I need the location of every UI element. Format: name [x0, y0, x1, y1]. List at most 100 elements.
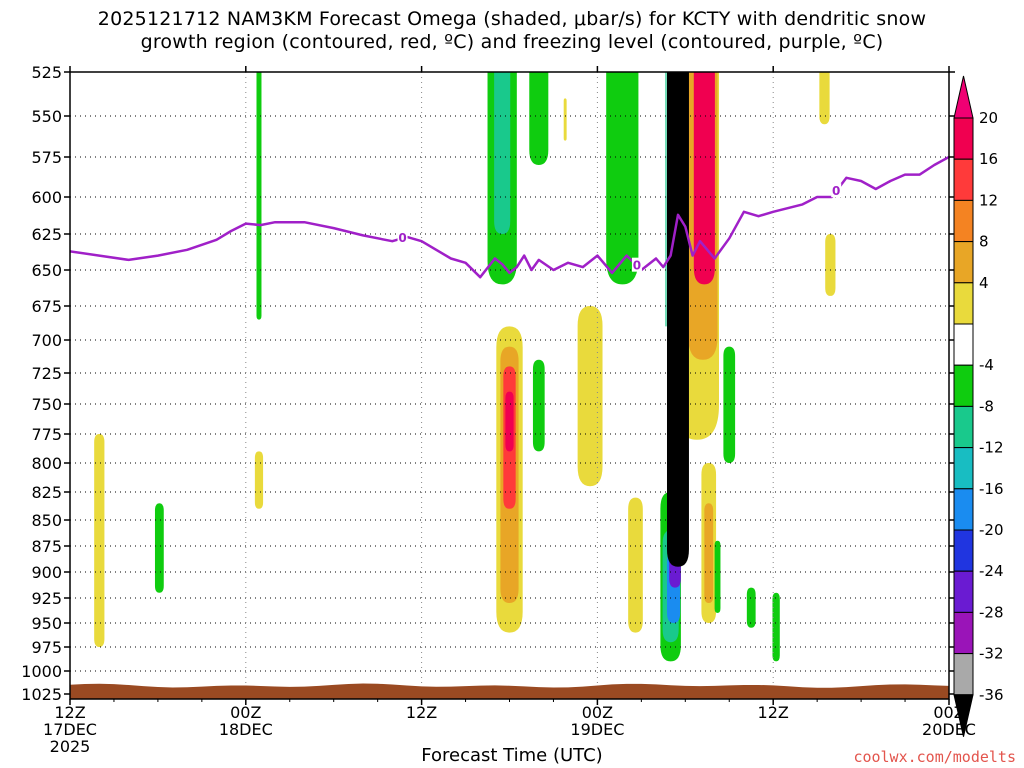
omega-region-yellow-1212z: [94, 434, 105, 647]
y-tick-label: 700: [31, 331, 62, 350]
colorbar-bin: [953, 570, 974, 613]
omega-region-green-1909z: [723, 346, 736, 463]
x-tick-label: 2025: [50, 737, 91, 756]
x-tick-label: 18DEC: [219, 720, 273, 739]
x-tick-label: 12Z: [54, 703, 85, 722]
colorbar-label: 8: [979, 233, 989, 251]
y-tick-label: 600: [31, 188, 62, 207]
omega-region-green-1908z-low: [714, 540, 721, 613]
omega-region-yellow-1913z-up: [819, 72, 830, 125]
colorbar-label: 12: [979, 191, 998, 209]
y-tick-label: 675: [31, 297, 62, 316]
colorbar-label: -12: [979, 439, 1004, 457]
colorbar-label: -28: [979, 603, 1004, 621]
colorbar-top-arrow: [953, 75, 974, 119]
colorbar-bin: [953, 199, 974, 243]
y-tick-label: 525: [31, 63, 62, 82]
omega-region-magenta-1818z-lower: [505, 391, 514, 452]
chart-title-line2: growth region (contoured, red, ºC) and f…: [140, 31, 884, 53]
omega-region-orange-1908z-lower: [704, 503, 714, 603]
colorbar-bin: [953, 241, 974, 284]
colorbar-label: -20: [979, 521, 1004, 539]
colorbar-bottom-arrow: [953, 694, 974, 737]
omega-shading-layer: [94, 72, 836, 662]
colorbar-bin: [953, 323, 974, 366]
y-tick-label: 925: [31, 589, 62, 608]
x-tick-label: 00Z: [230, 703, 261, 722]
x-tick-label: 20DEC: [922, 720, 976, 739]
omega-region-yellow-1900z: [577, 306, 603, 487]
omega-region-teal-1818z-upper: [494, 72, 511, 234]
omega-region-green-1912z: [772, 592, 780, 662]
colorbar-bin: [953, 488, 974, 531]
colorbar-label: 4: [979, 274, 989, 292]
y-tick-label: 575: [31, 148, 62, 167]
y-tick-label: 900: [31, 563, 62, 582]
colorbar-bin: [953, 364, 974, 407]
y-tick-label: 950: [31, 614, 62, 633]
colorbar-label: 16: [979, 150, 998, 168]
colorbar-label: 20: [979, 109, 998, 127]
freezing-level-label: 0: [398, 231, 406, 245]
x-tick-label: 17DEC: [43, 720, 97, 739]
colorbar-bin: [953, 447, 974, 490]
x-tick-label: 12Z: [406, 703, 437, 722]
y-tick-label: 625: [31, 225, 62, 244]
terrain-layer: [70, 683, 949, 699]
y-tick-label: 650: [31, 261, 62, 280]
colorbar-bin: [953, 158, 974, 201]
y-tick-label: 850: [31, 511, 62, 530]
y-axis: 525 550 575 600 625 650 675 700 725 750 775 800 825 8…: [21, 63, 955, 704]
omega-region-magenta-1908z-upper: [693, 72, 715, 285]
omega-region-green-1821z: [529, 72, 549, 165]
y-tick-label: 1025: [21, 685, 62, 704]
x-tick-label: 12Z: [758, 703, 789, 722]
omega-region-yellow-1822z-small: [563, 98, 567, 141]
x-tick-label: 00Z: [582, 703, 613, 722]
y-tick-label: 725: [31, 364, 62, 383]
colorbar-bin: [953, 653, 974, 696]
site-credit[interactable]: coolwx.com/modelts: [853, 748, 1016, 766]
x-axis-title: Forecast Time (UTC): [421, 745, 603, 766]
freezing-level-label-bg: [631, 257, 642, 272]
freezing-level-label-bg: [831, 183, 842, 198]
omega-region-green-streak-18dec: [256, 72, 262, 320]
colorbar-label: -32: [979, 645, 1004, 663]
y-tick-label: 800: [31, 454, 62, 473]
colorbar-label: -36: [979, 686, 1004, 704]
y-tick-label: 875: [31, 537, 62, 556]
chart-title-line1: 2025121712 NAM3KM Forecast Omega (shaded…: [97, 8, 927, 30]
y-tick-label: 1000: [21, 662, 62, 681]
y-tick-label: 825: [31, 483, 62, 502]
omega-region-black-core-1906z: [666, 72, 689, 567]
omega-region-green-1218z: [154, 503, 164, 593]
colorbar-bin: [953, 405, 974, 449]
omega-region-yellow-1914z: [825, 234, 836, 296]
colorbar-label: -4: [979, 356, 994, 374]
freezing-level-line: [70, 155, 949, 279]
freezing-level-layer: 0 0 0: [70, 155, 949, 279]
omega-region-green-1911z: [746, 587, 756, 628]
freezing-level-label-bg: [397, 230, 408, 245]
x-tick-label: 19DEC: [570, 720, 624, 739]
freezing-level-label: 0: [832, 184, 840, 198]
colorbar-bin: [953, 611, 974, 655]
y-tick-label: 975: [31, 638, 62, 657]
y-tick-label: 750: [31, 395, 62, 414]
colorbar-bin: [953, 282, 974, 325]
colorbar-label: -8: [979, 397, 994, 415]
colorbar-label: -24: [979, 562, 1004, 580]
y-tick-label: 550: [31, 107, 62, 126]
colorbar-label: -16: [979, 480, 1004, 498]
omega-region-yellow-1903z-low: [628, 497, 643, 633]
colorbar-bin: [953, 529, 974, 572]
omega-region-yellow-1800z: [254, 451, 264, 509]
y-tick-label: 775: [31, 425, 62, 444]
colorbar-bin: [953, 117, 974, 160]
omega-region-green-1903z: [606, 72, 639, 285]
terrain-surface: [70, 683, 949, 699]
omega-region-green-1820z: [532, 359, 545, 452]
colorbar: 20 16 12 8 4 -4 -8 -12 -16 -20 -24 -28 -32 -36: [953, 75, 1004, 737]
